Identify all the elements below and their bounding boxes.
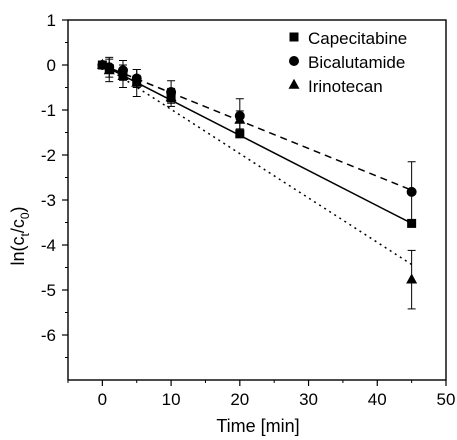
y-tick-label: -1 xyxy=(41,101,56,120)
y-tick-label: 0 xyxy=(47,56,56,75)
y-tick-label: -2 xyxy=(41,146,56,165)
y-axis-label-sub-t: t xyxy=(18,233,32,237)
y-tick-label: -4 xyxy=(41,236,56,255)
data-point-capecitabine xyxy=(407,218,417,228)
y-tick-label: 1 xyxy=(47,11,56,30)
data-point-irinotecan xyxy=(406,273,418,284)
data-point-irinotecan xyxy=(103,64,115,75)
fit-lines xyxy=(101,64,413,266)
legend-label-irinotecan: Irinotecan xyxy=(308,77,383,96)
x-tick-label: 40 xyxy=(368,390,387,409)
data-point-irinotecan xyxy=(234,113,246,124)
legend-label-capecitabine: Capecitabine xyxy=(308,29,407,48)
data-point-irinotecan xyxy=(96,58,108,69)
y-axis-label-end: ) xyxy=(8,206,28,212)
fit-line-irinotecan xyxy=(101,64,413,266)
fit-line-capecitabine xyxy=(102,64,412,225)
x-tick-label: 30 xyxy=(299,390,318,409)
legend-marker-capecitabine xyxy=(289,32,299,42)
data-point-capecitabine xyxy=(235,129,245,139)
data-point-irinotecan xyxy=(117,70,129,81)
y-axis-label-sub-0: 0 xyxy=(18,212,32,219)
legend: Capecitabine Bicalutamide Irinotecan xyxy=(288,29,407,96)
data-point-bicalutamide xyxy=(406,186,417,197)
x-axis-label: Time [min] xyxy=(216,416,299,436)
fit-line-bicalutamide xyxy=(102,64,412,191)
legend-marker-irinotecan xyxy=(288,78,300,89)
x-tick-label: 20 xyxy=(230,390,249,409)
y-axis-label-mid: /c xyxy=(8,219,28,233)
x-tick-label: 10 xyxy=(162,390,181,409)
y-axis-label-base: ln(c xyxy=(8,237,28,266)
legend-label-bicalutamide: Bicalutamide xyxy=(308,53,405,72)
y-tick-label: -5 xyxy=(41,281,56,300)
data-markers xyxy=(96,58,418,284)
legend-marker-bicalutamide xyxy=(289,56,299,66)
y-tick-label: -6 xyxy=(41,326,56,345)
y-tick-label: -3 xyxy=(41,191,56,210)
data-point-irinotecan xyxy=(131,76,143,87)
x-tick-label: 50 xyxy=(437,390,456,409)
x-tick-label: 0 xyxy=(98,390,107,409)
y-axis-label: ln(ct/c0) xyxy=(8,206,32,265)
data-point-irinotecan xyxy=(165,91,177,102)
